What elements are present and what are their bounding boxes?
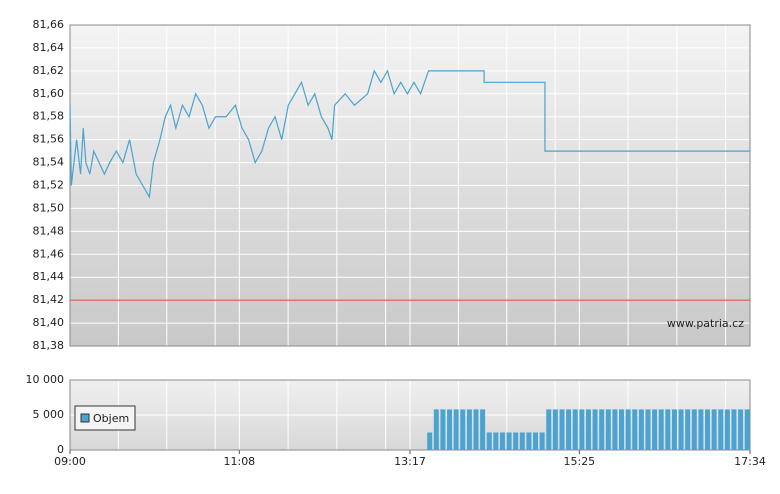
volume-bar: [724, 409, 730, 450]
x-tick-label: 13:17: [394, 455, 426, 468]
plot-border: [69, 379, 751, 451]
volume-bar: [486, 432, 492, 450]
volume-bar: [731, 409, 737, 450]
y-tick-label: 81,48: [33, 224, 65, 237]
x-tick-label: 11:08: [223, 455, 255, 468]
volume-bar: [698, 409, 704, 450]
volume-bar: [645, 409, 651, 450]
volume-bar: [652, 409, 658, 450]
watermark: www.patria.cz: [667, 317, 744, 330]
volume-bar: [705, 409, 711, 450]
price-line: [69, 69, 750, 199]
y-tick-label: 0: [57, 443, 64, 456]
y-tick-label: 81,56: [33, 133, 65, 146]
y-tick-label: 81,46: [33, 247, 65, 260]
volume-bar: [559, 409, 565, 450]
volume-bar: [718, 409, 724, 450]
y-tick-label: 81,40: [33, 316, 65, 329]
y-tick-label: 81,62: [33, 64, 65, 77]
volume-bar: [473, 409, 479, 450]
y-tick-label: 81,44: [33, 270, 65, 283]
volume-bar: [499, 432, 505, 450]
volume-bar: [658, 409, 664, 450]
volume-bar: [678, 409, 684, 450]
y-tick-label: 81,64: [33, 41, 65, 54]
y-tick-label: 81,58: [33, 110, 65, 123]
volume-bar: [585, 409, 591, 450]
volume-bar: [513, 432, 519, 450]
volume-bar: [447, 409, 453, 450]
volume-bar: [638, 409, 644, 450]
y-tick-label: 81,54: [33, 156, 65, 169]
volume-bar: [466, 409, 472, 450]
volume-bar: [526, 432, 532, 450]
volume-bar: [546, 409, 552, 450]
volume-bar: [552, 409, 558, 450]
volume-bar: [519, 432, 525, 450]
volume-bar: [744, 409, 750, 450]
volume-bar: [506, 432, 512, 450]
x-tick-label: 09:00: [54, 455, 86, 468]
y-tick-label: 5 000: [33, 408, 65, 421]
volume-bar: [440, 409, 446, 450]
y-tick-label: 81,50: [33, 201, 65, 214]
y-tick-label: 81,60: [33, 87, 65, 100]
volume-bar: [671, 409, 677, 450]
x-tick-label: 17:34: [734, 455, 766, 468]
volume-bar: [460, 409, 466, 450]
legend-label: Objem: [93, 412, 129, 425]
volume-bar: [625, 409, 631, 450]
volume-bar: [691, 409, 697, 450]
volume-bar: [539, 432, 545, 450]
plot-border: [69, 24, 751, 347]
volume-bar: [599, 409, 605, 450]
volume-bar: [619, 409, 625, 450]
volume-bar: [579, 409, 585, 450]
volume-bar: [427, 432, 433, 450]
y-tick-label: 81,52: [33, 179, 65, 192]
volume-bar: [605, 409, 611, 450]
volume-bar: [632, 409, 638, 450]
x-tick-label: 15:25: [563, 455, 595, 468]
volume-bar: [480, 409, 486, 450]
y-tick-label: 10 000: [26, 373, 65, 386]
volume-bar: [738, 409, 744, 450]
volume-bar: [493, 432, 499, 450]
y-tick-label: 81,66: [33, 18, 65, 31]
volume-bar: [711, 409, 717, 450]
volume-bar: [566, 409, 572, 450]
y-tick-label: 81,42: [33, 293, 65, 306]
volume-bar: [453, 409, 459, 450]
volume-bar: [433, 409, 439, 450]
legend-swatch: [80, 413, 90, 423]
volume-bar: [665, 409, 671, 450]
volume-bar: [612, 409, 618, 450]
y-tick-label: 81,38: [33, 339, 65, 352]
volume-bar: [572, 409, 578, 450]
volume-bar: [533, 432, 539, 450]
volume-bar: [592, 409, 598, 450]
volume-bar: [685, 409, 691, 450]
